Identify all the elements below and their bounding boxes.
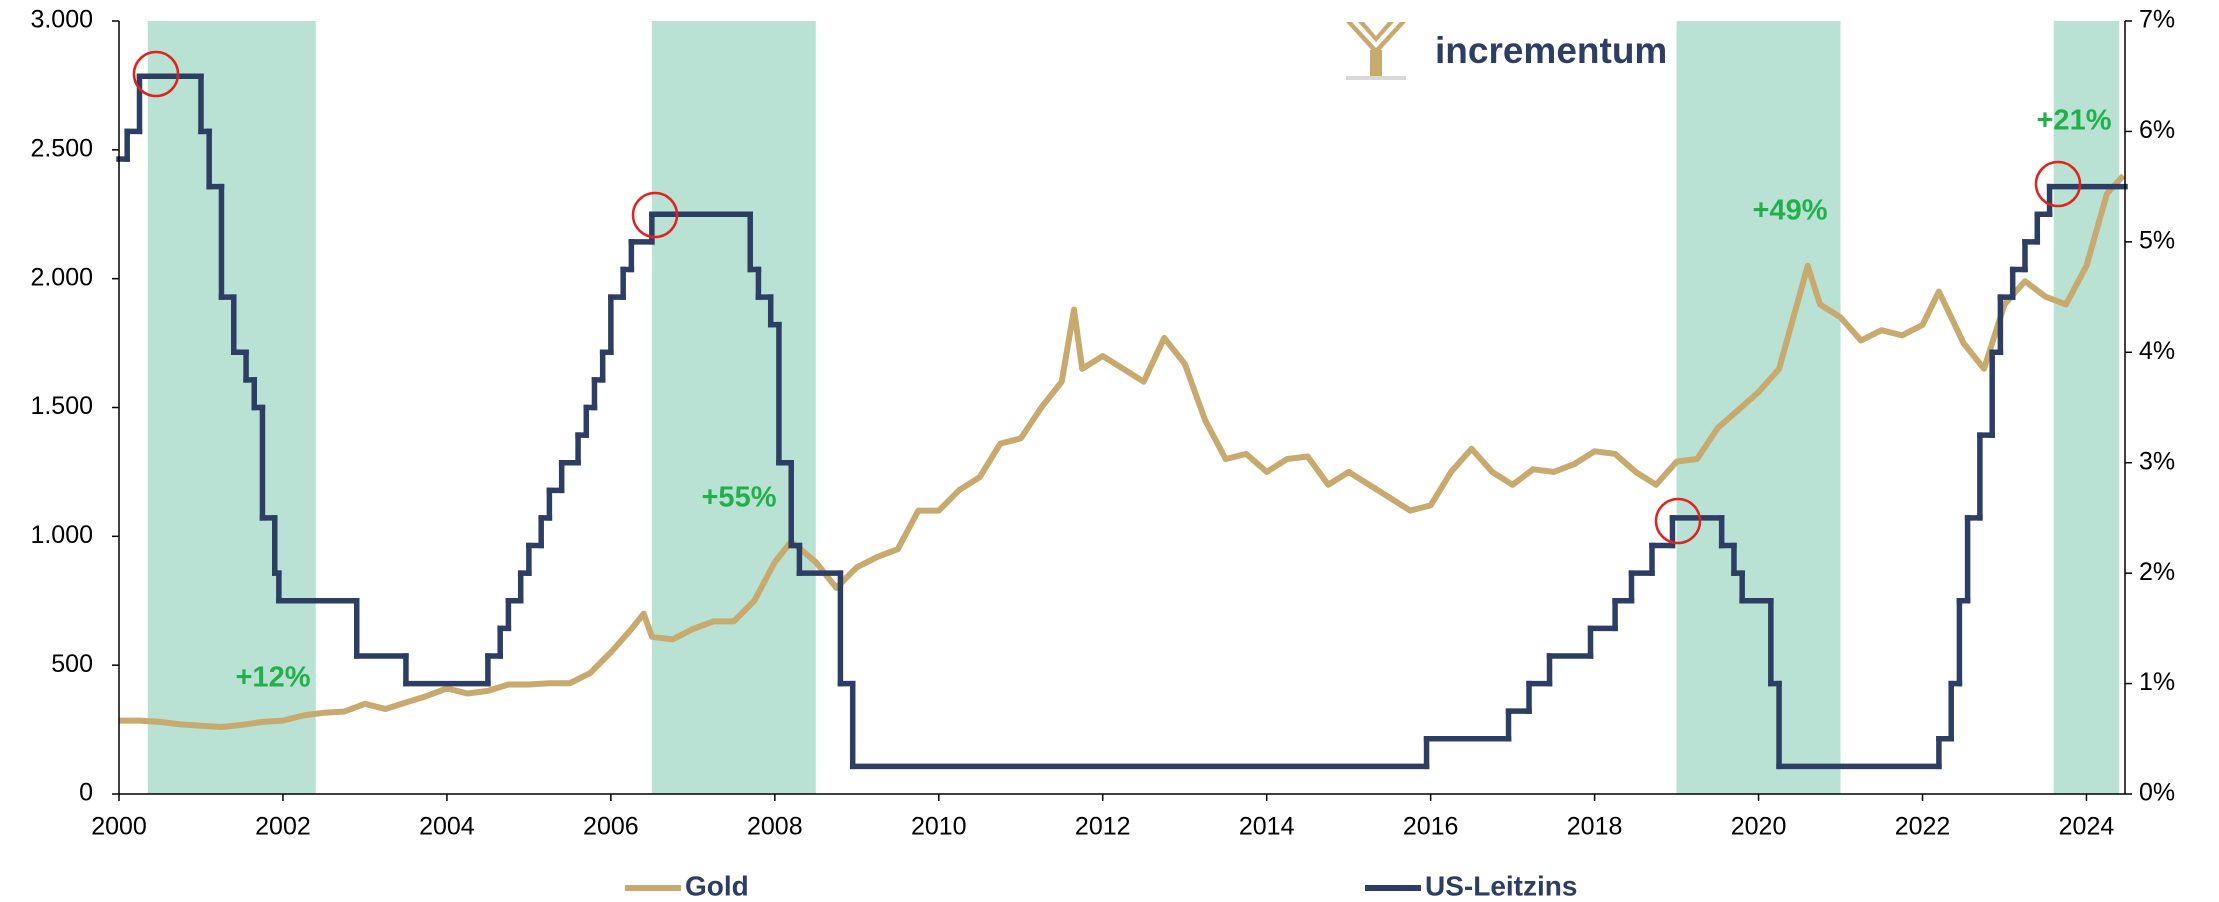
x-tick-label: 2002 bbox=[255, 813, 311, 841]
shades bbox=[147, 21, 2120, 794]
y2-tick-label: 7% bbox=[2139, 6, 2175, 34]
y2-tick-label: 0% bbox=[2139, 779, 2175, 807]
x-tick-label: 2014 bbox=[1239, 813, 1295, 841]
x-tick-label: 2022 bbox=[1895, 813, 1951, 841]
y-tick-label: 500 bbox=[51, 650, 93, 678]
logo-crown-inner bbox=[1358, 22, 1394, 42]
logo-crown bbox=[1346, 22, 1406, 55]
annotation: +55% bbox=[702, 482, 777, 514]
marks bbox=[116, 73, 2128, 770]
logo-icon bbox=[1346, 22, 1406, 80]
y-tick-label: 1.500 bbox=[30, 392, 93, 420]
logo-text: incrementum bbox=[1435, 30, 1667, 71]
x-tick-label: 2004 bbox=[419, 813, 475, 841]
annotations: +12% +55% +49% +21% bbox=[236, 105, 2112, 694]
y2-tick-label: 2% bbox=[2139, 558, 2175, 586]
shaded-period bbox=[651, 21, 816, 794]
highlight-circle bbox=[1654, 497, 1702, 545]
y2-tick-label: 3% bbox=[2139, 447, 2175, 475]
highlight-circle bbox=[132, 50, 180, 98]
y2-tick-label: 1% bbox=[2139, 668, 2175, 696]
x-tick-label: 2000 bbox=[91, 813, 147, 841]
y-tick-label: 2.000 bbox=[30, 263, 93, 291]
legend-label: US-Leitzins bbox=[1425, 870, 1577, 901]
x-tick-label: 2018 bbox=[1567, 813, 1623, 841]
x-tick-label: 2012 bbox=[1075, 813, 1131, 841]
y-tick-label: 0 bbox=[79, 779, 93, 807]
y-tick-label: 1.000 bbox=[30, 521, 93, 549]
legend-label: Gold bbox=[685, 870, 749, 901]
annotation: +21% bbox=[2037, 105, 2112, 137]
series-line bbox=[119, 173, 2126, 730]
highlight-circles bbox=[132, 50, 2082, 545]
x-tick-label: 2016 bbox=[1403, 813, 1459, 841]
y2-tick-label: 5% bbox=[2139, 226, 2175, 254]
y2-tick-label: 4% bbox=[2139, 337, 2175, 365]
highlight-circle bbox=[631, 191, 679, 239]
logo-base bbox=[1346, 76, 1406, 80]
y-tick-label: 3.000 bbox=[30, 6, 93, 34]
annotation: +49% bbox=[1753, 195, 1828, 227]
x-tick-label: 2008 bbox=[747, 813, 803, 841]
x-tick-label: 2010 bbox=[911, 813, 967, 841]
y2-tick-label: 6% bbox=[2139, 116, 2175, 144]
y-tick-label: 2.500 bbox=[30, 134, 93, 162]
shaded-period bbox=[1676, 21, 1841, 794]
logo: incrementum bbox=[1346, 22, 1667, 80]
x-tick-label: 2024 bbox=[2059, 813, 2115, 841]
x-tick-label: 2006 bbox=[583, 813, 639, 841]
highlight-circle bbox=[2034, 160, 2082, 208]
shaded-period bbox=[147, 21, 316, 794]
annotation: +12% bbox=[236, 662, 311, 694]
shaded-period bbox=[2053, 21, 2120, 794]
logo-trunk bbox=[1370, 50, 1382, 80]
x-tick-label: 2020 bbox=[1731, 813, 1787, 841]
